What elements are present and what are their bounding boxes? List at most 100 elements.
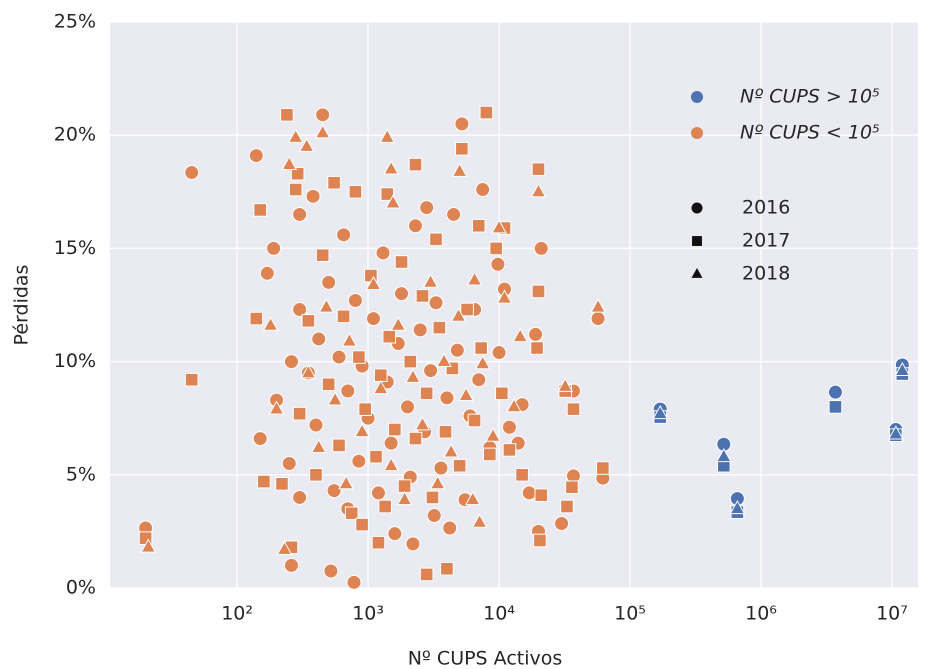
point [327, 391, 343, 406]
point [383, 435, 399, 451]
point [309, 468, 323, 482]
point [352, 350, 366, 364]
plot-area [110, 22, 918, 588]
point [438, 424, 453, 439]
x-tick-label: 10⁴ [483, 603, 515, 625]
point [300, 364, 317, 379]
point [557, 377, 574, 392]
point [252, 431, 268, 447]
point [400, 399, 416, 415]
point [479, 105, 494, 120]
point [346, 574, 362, 590]
point [458, 386, 474, 401]
x-tick-label: 10³ [352, 603, 384, 625]
point [429, 232, 443, 247]
point [249, 311, 264, 326]
point [340, 383, 356, 399]
point [471, 513, 488, 528]
point [429, 475, 446, 490]
point [305, 188, 321, 204]
point [474, 355, 491, 370]
point [729, 500, 746, 515]
point [419, 386, 434, 401]
point [491, 219, 507, 234]
point [248, 148, 264, 164]
point [257, 474, 271, 489]
point [419, 200, 435, 216]
x-axis-label: Nº CUPS Activos [408, 648, 563, 669]
point [344, 506, 359, 521]
point [560, 499, 574, 514]
point [298, 137, 315, 152]
point [184, 165, 200, 181]
point [275, 477, 289, 491]
point [388, 422, 402, 437]
x-tick-label: 10² [221, 603, 253, 625]
point [451, 162, 468, 177]
point [288, 182, 303, 197]
point [464, 490, 481, 506]
point [407, 218, 423, 234]
point [460, 302, 474, 317]
point [341, 332, 358, 347]
point [354, 423, 370, 438]
point [268, 400, 285, 415]
point [443, 443, 459, 458]
point [531, 162, 546, 176]
point [506, 398, 522, 413]
point [281, 455, 297, 471]
x-tick-label: 10⁷ [876, 603, 908, 625]
point [590, 311, 606, 327]
point [397, 479, 412, 493]
y-tick-label: 20% [54, 124, 96, 146]
point [266, 240, 282, 256]
point [375, 245, 391, 261]
point [321, 274, 337, 290]
point [184, 372, 199, 387]
point [379, 128, 396, 143]
point [502, 443, 517, 457]
point [436, 352, 452, 367]
point [314, 124, 331, 139]
legend-label: 2017 [742, 230, 790, 252]
point [281, 155, 298, 171]
point [301, 314, 316, 328]
point [287, 128, 304, 143]
point [425, 490, 440, 505]
y-tick-label: 10% [54, 350, 96, 372]
point [827, 384, 843, 400]
point [715, 447, 732, 463]
point [590, 298, 606, 313]
point [828, 400, 843, 414]
point [371, 535, 386, 550]
y-tick-label: 25% [54, 11, 96, 33]
point [290, 166, 305, 181]
x-tick-label: 10⁶ [745, 603, 777, 625]
point [315, 107, 331, 123]
point [382, 329, 397, 344]
point [442, 520, 458, 536]
point [894, 361, 911, 377]
point [533, 533, 547, 548]
point [310, 438, 327, 454]
point [338, 475, 355, 490]
point [566, 402, 581, 416]
point [475, 182, 491, 198]
point [533, 240, 549, 256]
point [452, 458, 467, 473]
point [423, 363, 439, 379]
legend-label: Nº CUPS < 10⁵ [740, 122, 880, 144]
point [466, 271, 483, 286]
point [355, 517, 369, 532]
legend-label: 2016 [742, 197, 790, 219]
point [394, 255, 409, 269]
point [308, 417, 324, 433]
point [408, 157, 423, 172]
point [554, 515, 570, 531]
point [405, 368, 421, 383]
point [385, 194, 401, 209]
point [495, 386, 509, 401]
point [419, 567, 434, 582]
point [351, 453, 367, 469]
